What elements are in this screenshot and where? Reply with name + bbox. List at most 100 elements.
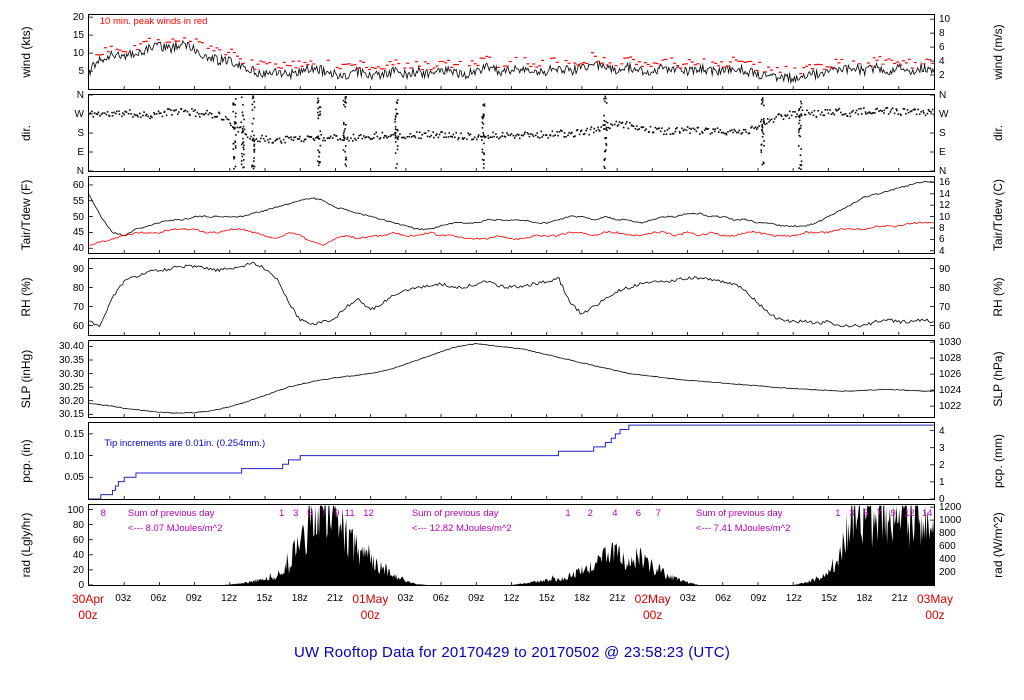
y-tick-label: 100 — [67, 504, 84, 516]
y-tick-label: 40 — [72, 549, 84, 561]
annotation: Sum of previous day — [127, 508, 215, 520]
y-tick-label: N — [939, 166, 947, 177]
rh-left-axis-title: RH (%) — [19, 277, 33, 317]
panel-rad — [88, 504, 935, 586]
y-tick-label: 16 — [939, 177, 951, 189]
y-tick-label: 30.20 — [58, 395, 84, 407]
y-tick-label: 40 — [72, 243, 84, 255]
y-tick-label: 20 — [72, 12, 84, 24]
slp-left-axis-title: SLP (inHg) — [19, 349, 33, 409]
x-tick-label: 12z — [503, 593, 520, 604]
x-date-label: 00z — [925, 608, 945, 622]
temp-right-axis-title: Tair/Tdew (C) — [991, 179, 1005, 252]
annotation: 1 — [278, 508, 285, 520]
y-tick-label: 30.35 — [58, 355, 84, 366]
y-tick-label: 200 — [939, 567, 956, 579]
x-tick-label: 21z — [891, 593, 908, 604]
x-tick-label: 03z — [115, 593, 132, 604]
y-tick-label: 0.15 — [64, 428, 84, 440]
x-date-label: 02May — [634, 592, 671, 606]
annotation: 7 — [321, 508, 327, 520]
dir-right-axis-title: dir. — [991, 125, 1005, 142]
rad-right-axis-title: rad (W/m^2) — [991, 512, 1005, 578]
y-tick-label: 90 — [72, 263, 84, 275]
slp-right-axis-title: SLP (hPa) — [991, 351, 1005, 407]
y-tick-label: 60 — [72, 320, 84, 332]
y-tick-label: 0 — [78, 580, 84, 591]
y-tick-label: 0 — [939, 494, 945, 505]
y-tick-label: N — [76, 166, 84, 177]
panel-rh — [88, 258, 935, 336]
annotation: 8 — [100, 508, 106, 520]
x-date-label: 30Apr — [71, 592, 105, 606]
y-tick-label: 1028 — [939, 353, 962, 365]
annotation: Tip increments are 0.01in. (0.254mm.) — [104, 438, 266, 450]
annotation: Sum of previous day — [411, 508, 499, 520]
panel-dir — [88, 94, 935, 172]
dir-canvas — [89, 95, 934, 171]
y-tick-label: 60 — [939, 320, 951, 332]
y-tick-label: 600 — [939, 541, 956, 553]
y-tick-label: 90 — [939, 263, 951, 275]
y-tick-label: E — [939, 147, 946, 158]
y-tick-label: 14 — [939, 188, 951, 200]
y-tick-label: 50 — [72, 211, 84, 223]
x-date-label: 01May — [352, 592, 389, 606]
x-tick-label: 09z — [468, 593, 485, 604]
annotation: 2 — [587, 508, 593, 520]
annotation: 1 — [835, 508, 841, 520]
annotation: 12 — [904, 508, 915, 520]
annotation: Sum of previous day — [695, 508, 783, 520]
panel-slp — [88, 340, 935, 418]
figure-title: UW Rooftop Data for 20170429 to 20170502… — [293, 644, 731, 661]
y-tick-label: 30.30 — [58, 368, 84, 380]
annotation: 9 — [334, 508, 340, 520]
y-tick-label: 12 — [939, 200, 951, 212]
x-tick-label: 06z — [150, 593, 167, 604]
y-tick-label: N — [76, 90, 84, 101]
wind-left-axis-title: wind (kts) — [19, 26, 33, 78]
annotation: 12 — [363, 508, 374, 520]
y-tick-label: 30.25 — [58, 382, 84, 394]
dir-left-axis-title: dir. — [19, 125, 33, 142]
y-tick-label: 5 — [78, 66, 84, 78]
x-tick-label: 15z — [256, 593, 273, 604]
y-tick-label: 6 — [939, 42, 945, 54]
panel-temp — [88, 176, 935, 254]
y-tick-label: 4 — [939, 56, 945, 68]
x-tick-label: 12z — [221, 593, 238, 604]
x-date-label: 00z — [78, 608, 98, 622]
y-tick-label: 60 — [72, 179, 84, 191]
temp-left-axis-title: Tair/Tdew (F) — [19, 179, 33, 251]
y-tick-label: 1026 — [939, 369, 962, 381]
y-tick-label: 4 — [939, 245, 945, 257]
x-date-label: 00z — [360, 608, 380, 622]
y-tick-label: 20 — [72, 564, 84, 576]
y-tick-label: 1 — [939, 476, 945, 488]
annotation: 14 — [921, 508, 933, 520]
x-tick-label: 18z — [856, 593, 873, 604]
panel-wind — [88, 14, 935, 90]
annotation: 5 — [863, 508, 869, 520]
y-tick-label: 1200 — [939, 502, 962, 514]
y-tick-label: 2 — [939, 70, 945, 82]
y-tick-label: 80 — [72, 519, 84, 531]
x-tick-label: 09z — [185, 593, 202, 604]
y-tick-label: 55 — [72, 195, 84, 207]
y-tick-label: 10 — [939, 211, 951, 223]
x-tick-label: 06z — [715, 593, 732, 604]
annotation: <--- 7.41 MJoules/m^2 — [695, 522, 791, 534]
annotation: <--- 12.82 MJoules/m^2 — [411, 522, 512, 534]
y-tick-label: 0.10 — [64, 450, 84, 462]
annotation: <--- 8.07 MJoules/m^2 — [127, 522, 223, 534]
x-tick-label: 12z — [785, 593, 802, 604]
y-tick-label: 2 — [939, 459, 945, 471]
x-tick-label: 18z — [291, 593, 308, 604]
rh-right-axis-title: RH (%) — [991, 277, 1005, 317]
pcp-canvas — [89, 423, 934, 499]
x-tick-label: 09z — [750, 593, 767, 604]
y-tick-label: W — [74, 109, 84, 120]
y-tick-label: 60 — [72, 534, 84, 546]
y-tick-label: 30.40 — [58, 341, 84, 353]
